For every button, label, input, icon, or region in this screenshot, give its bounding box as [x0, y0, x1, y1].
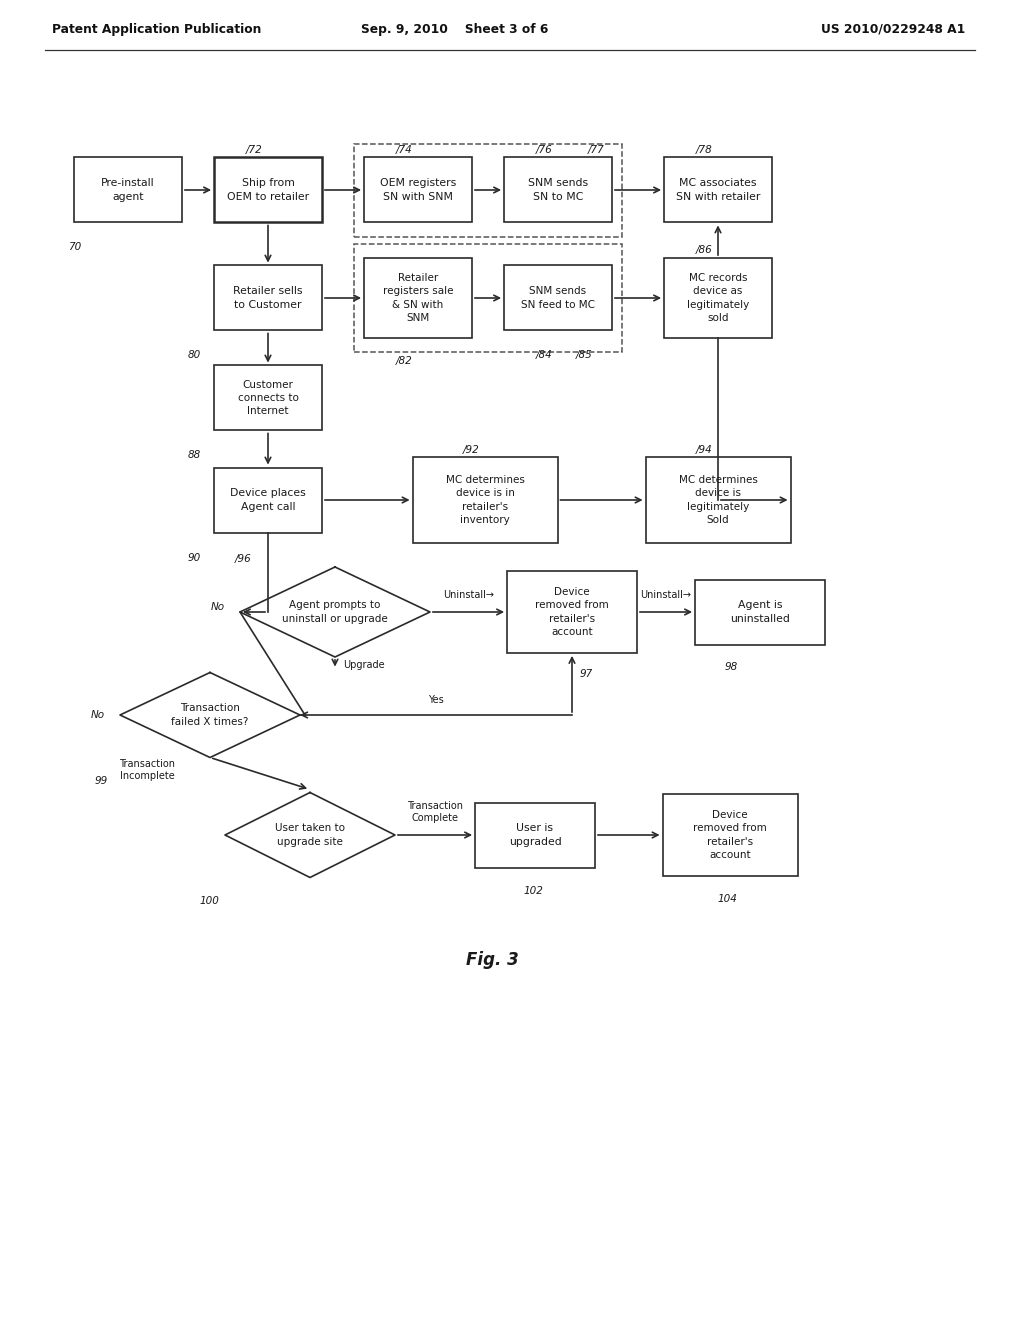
- Bar: [214, 366, 322, 430]
- Text: /94: /94: [696, 445, 713, 454]
- Text: MC records
device as
legitimately
sold: MC records device as legitimately sold: [687, 273, 750, 323]
- Text: Fig. 3: Fig. 3: [466, 950, 518, 969]
- Text: User taken to
upgrade site: User taken to upgrade site: [275, 824, 345, 846]
- Text: /72: /72: [246, 144, 263, 154]
- Text: Patent Application Publication: Patent Application Publication: [52, 22, 261, 36]
- Text: /82: /82: [396, 356, 413, 366]
- Text: Retailer
registers sale
& SN with
SNM: Retailer registers sale & SN with SNM: [383, 273, 454, 323]
- Text: /92: /92: [463, 445, 480, 454]
- Bar: [364, 257, 472, 338]
- Text: MC associates
SN with retailer: MC associates SN with retailer: [676, 178, 760, 202]
- Text: /96: /96: [234, 554, 252, 564]
- Bar: [354, 244, 622, 352]
- Text: 99: 99: [95, 776, 109, 785]
- Text: Pre-install
agent: Pre-install agent: [101, 178, 155, 202]
- Text: 97: 97: [580, 669, 593, 678]
- Bar: [413, 458, 557, 543]
- Text: SNM sends
SN feed to MC: SNM sends SN feed to MC: [521, 286, 595, 310]
- Text: /78: /78: [696, 144, 713, 154]
- Bar: [475, 803, 595, 867]
- Text: 80: 80: [188, 351, 202, 360]
- Text: 104: 104: [718, 894, 738, 904]
- Text: OEM registers
SN with SNM: OEM registers SN with SNM: [380, 178, 456, 202]
- Bar: [664, 257, 772, 338]
- Text: Transaction
Complete: Transaction Complete: [407, 801, 463, 822]
- Bar: [74, 157, 182, 223]
- Text: Retailer sells
to Customer: Retailer sells to Customer: [233, 286, 303, 310]
- Polygon shape: [240, 568, 430, 657]
- Text: 100: 100: [200, 895, 220, 906]
- Text: Agent is
uninstalled: Agent is uninstalled: [730, 601, 790, 623]
- Text: Device
removed from
retailer's
account: Device removed from retailer's account: [693, 810, 767, 859]
- Bar: [695, 579, 825, 644]
- Text: Device places
Agent call: Device places Agent call: [230, 488, 306, 512]
- Text: Transaction
Incomplete: Transaction Incomplete: [119, 759, 175, 781]
- Bar: [214, 157, 322, 223]
- Text: Customer
connects to
Internet: Customer connects to Internet: [238, 380, 298, 416]
- Text: 90: 90: [188, 553, 202, 562]
- Text: Uninstall→: Uninstall→: [443, 590, 494, 601]
- Bar: [364, 157, 472, 223]
- Text: MC determines
device is
legitimately
Sold: MC determines device is legitimately Sol…: [679, 475, 758, 525]
- Bar: [664, 157, 772, 223]
- Text: Transaction
failed X times?: Transaction failed X times?: [171, 704, 249, 726]
- Text: /77: /77: [588, 144, 605, 154]
- Bar: [507, 572, 637, 653]
- Text: Sep. 9, 2010    Sheet 3 of 6: Sep. 9, 2010 Sheet 3 of 6: [361, 22, 549, 36]
- Bar: [214, 467, 322, 532]
- Text: Ship from
OEM to retailer: Ship from OEM to retailer: [227, 178, 309, 202]
- Text: 70: 70: [68, 243, 81, 252]
- Text: /85: /85: [575, 350, 593, 360]
- Text: Upgrade: Upgrade: [343, 660, 385, 669]
- Text: 98: 98: [725, 663, 738, 672]
- Text: MC determines
device is in
retailer's
inventory: MC determines device is in retailer's in…: [445, 475, 524, 525]
- Text: No: No: [91, 710, 105, 719]
- Text: User is
upgraded: User is upgraded: [509, 824, 561, 846]
- Bar: [214, 265, 322, 330]
- Text: SNM sends
SN to MC: SNM sends SN to MC: [528, 178, 588, 202]
- Text: /74: /74: [396, 144, 413, 154]
- Bar: [354, 144, 622, 236]
- Text: Uninstall→: Uninstall→: [640, 590, 691, 601]
- Polygon shape: [225, 792, 395, 878]
- Text: Device
removed from
retailer's
account: Device removed from retailer's account: [536, 587, 609, 636]
- Bar: [504, 157, 612, 223]
- Bar: [645, 458, 791, 543]
- Text: 102: 102: [523, 886, 543, 895]
- Text: /76: /76: [536, 144, 553, 154]
- Text: 88: 88: [188, 450, 202, 461]
- Polygon shape: [120, 672, 300, 758]
- Text: /86: /86: [696, 246, 713, 255]
- Text: Yes: Yes: [428, 696, 443, 705]
- Text: US 2010/0229248 A1: US 2010/0229248 A1: [821, 22, 965, 36]
- Text: /84: /84: [536, 350, 553, 360]
- Bar: [663, 795, 798, 876]
- Text: No: No: [211, 602, 225, 612]
- Bar: [504, 265, 612, 330]
- Text: Agent prompts to
uninstall or upgrade: Agent prompts to uninstall or upgrade: [283, 601, 388, 623]
